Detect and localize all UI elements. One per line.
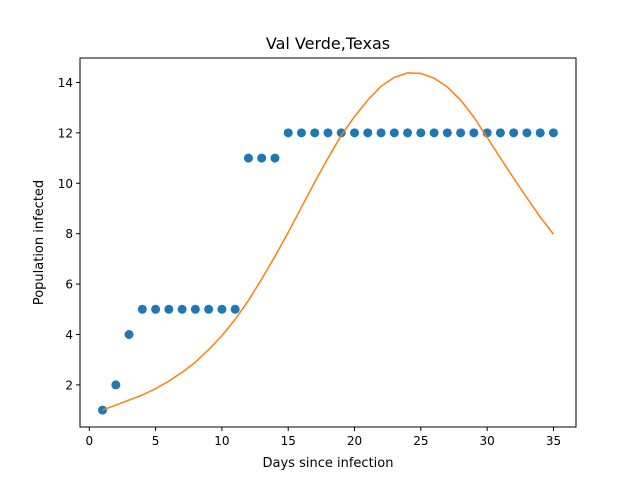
series-layer <box>98 72 558 415</box>
scatter-point <box>416 128 426 138</box>
scatter-point <box>323 128 333 138</box>
scatter-point <box>190 304 200 314</box>
scatter-point <box>403 128 413 138</box>
scatter-point <box>137 304 147 314</box>
scatter-point <box>429 128 439 138</box>
y-tick-label: 14 <box>58 76 73 90</box>
scatter-point <box>296 128 306 138</box>
scatter-point <box>509 128 519 138</box>
y-axis-label: Population infected <box>32 180 47 305</box>
chart-title: Val Verde,Texas <box>266 34 390 53</box>
scatter-point <box>204 304 214 314</box>
x-axis-ticks: 0 5 10 15 20 25 30 35 <box>85 427 561 448</box>
y-tick-label: 10 <box>58 177 73 191</box>
scatter-point <box>350 128 360 138</box>
x-tick-label: 10 <box>214 434 229 448</box>
scatter-point <box>456 128 466 138</box>
scatter-point <box>217 304 227 314</box>
scatter-point <box>230 304 240 314</box>
x-tick-label: 5 <box>152 434 160 448</box>
scatter-point <box>363 128 373 138</box>
scatter-point <box>177 304 187 314</box>
plot-frame <box>79 57 577 428</box>
x-tick-label: 15 <box>281 434 296 448</box>
x-tick-label: 35 <box>546 434 561 448</box>
y-tick-label: 6 <box>65 278 73 292</box>
scatter-point <box>270 153 280 163</box>
x-axis-label: Days since infection <box>263 456 394 471</box>
scatter-point <box>522 128 532 138</box>
scatter-point <box>376 128 386 138</box>
scatter-point <box>283 128 293 138</box>
scatter-point <box>495 128 505 138</box>
x-tick-label: 30 <box>480 434 495 448</box>
y-axis-ticks: 2 4 6 8 10 12 14 <box>58 76 80 392</box>
scatter-point <box>310 128 320 138</box>
scatter-point <box>336 128 346 138</box>
y-tick-label: 4 <box>65 328 73 342</box>
scatter-point <box>257 153 267 163</box>
scatter-point <box>535 128 545 138</box>
scatter-point <box>243 153 253 163</box>
scatter-point <box>548 128 558 138</box>
y-tick-label: 2 <box>65 378 73 392</box>
scatter-point <box>164 304 174 314</box>
x-tick-label: 0 <box>85 434 93 448</box>
scatter-point <box>389 128 399 138</box>
x-tick-label: 25 <box>413 434 428 448</box>
scatter-point <box>469 128 479 138</box>
scatter-point <box>124 329 134 339</box>
scatter-point <box>111 380 121 390</box>
scatter-point <box>442 128 452 138</box>
y-tick-label: 12 <box>58 126 73 140</box>
scatter-point <box>151 304 161 314</box>
x-tick-label: 20 <box>347 434 362 448</box>
series-line-1 <box>102 72 555 411</box>
y-tick-label: 8 <box>65 227 73 241</box>
scatter-point <box>98 405 108 415</box>
